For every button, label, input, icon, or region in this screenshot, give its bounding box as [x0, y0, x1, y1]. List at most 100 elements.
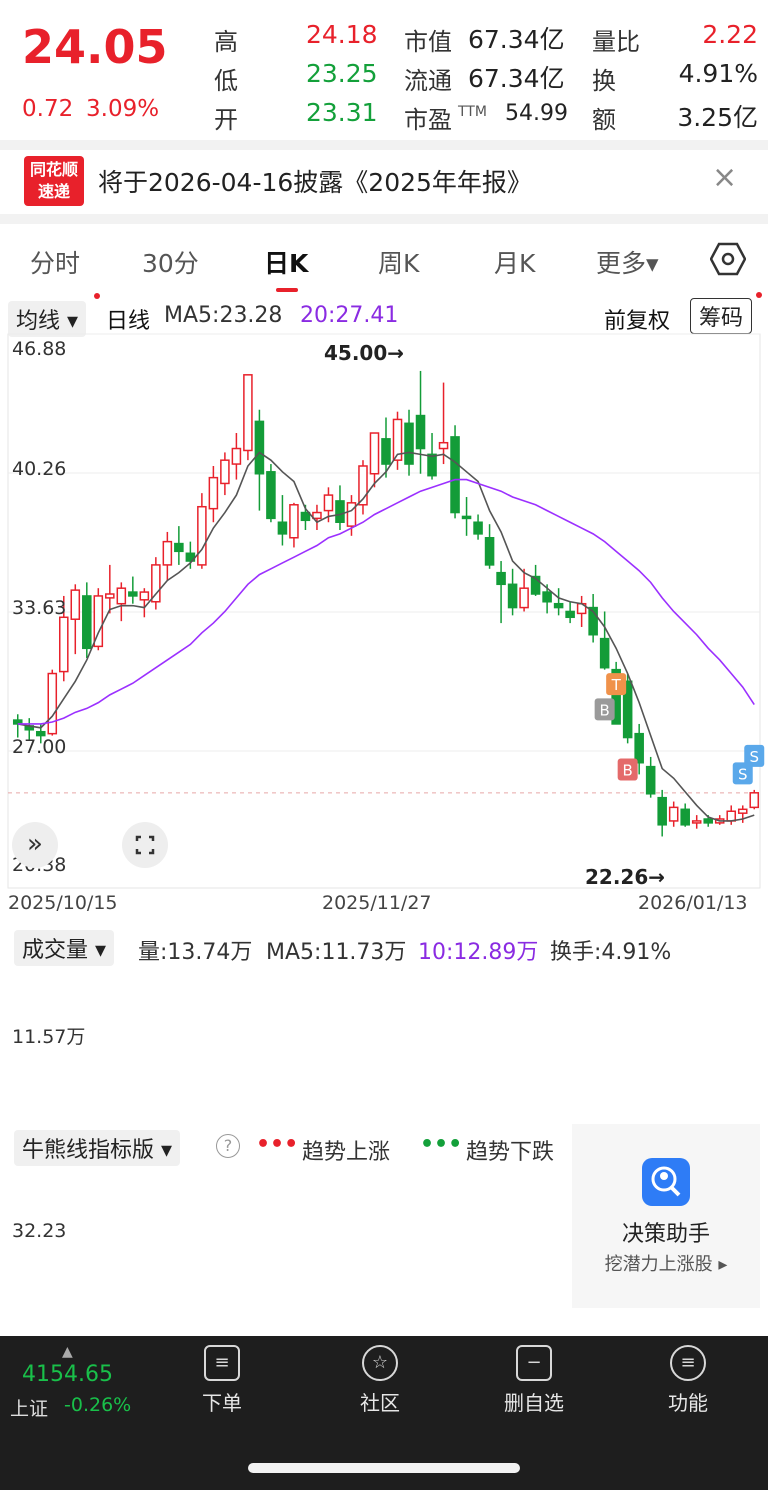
volume-selector[interactable]: 成交量 ▾	[14, 930, 115, 966]
candle-body	[450, 436, 460, 514]
ma5-line	[17, 451, 755, 822]
assistant-icon	[642, 1158, 690, 1206]
tab-monthly-k[interactable]: 月K	[494, 249, 536, 278]
y-label-3: 33.63	[12, 597, 67, 619]
volratio-label: 量比	[592, 28, 640, 56]
candle-body	[530, 575, 541, 595]
x-label-end: 2026/01/13	[638, 892, 748, 914]
candle-body	[277, 521, 288, 535]
current-price: 24.05	[22, 20, 168, 74]
y-label-4: 27.00	[12, 736, 67, 758]
ma5-value: MA5:23.28	[164, 303, 283, 328]
max-price-annotation: 45.00→	[324, 341, 405, 365]
candle-body	[254, 420, 265, 475]
tab-daily-k[interactable]: 日K	[264, 249, 309, 278]
candle-body	[266, 471, 276, 520]
chips-button[interactable]: 筹码	[690, 298, 753, 334]
signal-marker	[744, 744, 765, 767]
candle-body	[611, 668, 621, 725]
pe-ttm-sup: TTM	[458, 104, 487, 120]
candle-body	[404, 422, 414, 465]
close-icon[interactable]: ×	[712, 160, 738, 195]
candle-body	[197, 505, 207, 566]
candle-body	[542, 591, 552, 603]
candle-body	[162, 540, 173, 566]
candle-body	[427, 453, 437, 477]
high-label: 高	[214, 28, 238, 56]
turnover-value: 4.91%	[678, 59, 758, 88]
price-change: 0.72	[22, 96, 74, 122]
candle-body	[323, 494, 334, 512]
index-change: -0.26%	[64, 1394, 132, 1416]
candle-body	[47, 672, 58, 735]
volume-y-label: 11.57万	[12, 1026, 86, 1048]
volume-value: 量:13.74万	[138, 940, 253, 965]
assistant-subtitle: 挖潜力上涨股 ▸	[604, 1254, 728, 1275]
expand-icon[interactable]: »	[12, 822, 58, 868]
candle-body	[691, 820, 702, 824]
nav-remove-watchlist[interactable]: − 删自选	[484, 1345, 584, 1416]
down-legend-dots: •••	[420, 1132, 463, 1157]
help-icon[interactable]: ?	[216, 1134, 240, 1158]
candle-body	[680, 808, 690, 826]
candle-body	[312, 511, 322, 520]
candle-body	[461, 515, 472, 520]
candle-body	[496, 571, 506, 586]
y-label-2: 40.26	[12, 458, 67, 480]
candle-body	[243, 374, 253, 452]
open-label: 开	[214, 106, 238, 134]
tab-30min[interactable]: 30分	[142, 249, 199, 278]
candle-body	[231, 447, 242, 465]
fullscreen-icon[interactable]	[122, 822, 168, 868]
candle-body	[208, 476, 219, 510]
volume-ma10: 10:12.89万	[418, 940, 539, 965]
tab-weekly-k[interactable]: 周K	[378, 249, 420, 278]
candle-body	[105, 593, 115, 599]
candle-body	[289, 504, 299, 539]
candle-body	[599, 637, 610, 669]
assistant-title: 决策助手	[621, 1222, 710, 1247]
candle-body	[116, 587, 127, 605]
candle-body	[128, 591, 138, 597]
candle-body	[358, 465, 368, 506]
high-value: 24.18	[306, 20, 378, 49]
candle-body	[392, 418, 403, 461]
ma-selector[interactable]: 均线 ▾	[8, 301, 87, 337]
signal-marker	[732, 762, 753, 785]
volume-turnover: 换手:4.91%	[550, 940, 672, 965]
candle-body	[553, 602, 564, 609]
candle-body	[645, 765, 656, 795]
candle-body	[82, 595, 92, 650]
price-change-pct: 3.09%	[86, 96, 160, 122]
order-icon: ≡	[204, 1345, 240, 1381]
volume-ma5: MA5:11.73万	[266, 940, 407, 965]
signal-marker	[594, 698, 615, 721]
bull-bear-selector[interactable]: 牛熊线指标版 ▾	[14, 1130, 181, 1166]
decision-assistant-card[interactable]	[572, 1124, 760, 1308]
candle-body	[415, 414, 426, 450]
nav-functions[interactable]: ≡ 功能	[638, 1345, 738, 1416]
period-label: 日线	[106, 309, 151, 334]
signal-marker	[606, 673, 627, 696]
signal-label: B	[623, 762, 633, 780]
candle-body	[335, 500, 345, 523]
candle-body	[220, 459, 230, 485]
candle-body	[726, 810, 737, 822]
candle-body	[151, 564, 161, 603]
hexagon-settings-icon[interactable]	[709, 242, 747, 280]
tab-intraday[interactable]: 分时	[30, 249, 81, 278]
nav-order[interactable]: ≡ 下单	[172, 1345, 272, 1416]
candle-body	[668, 806, 679, 822]
mktcap-label: 市值	[404, 28, 452, 56]
tab-more[interactable]: 更多▾	[596, 249, 659, 278]
community-icon: ☆	[362, 1345, 398, 1381]
menu-icon: ≡	[670, 1345, 706, 1381]
adjust-mode[interactable]: 前复权	[604, 309, 671, 334]
bull-y-label: 32.23	[12, 1220, 67, 1242]
nav-community[interactable]: ☆ 社区	[330, 1345, 430, 1416]
ma20-value: 20:27.41	[300, 303, 399, 328]
notice-text[interactable]: 将于2026-04-16披露《2025年年报》	[98, 168, 532, 197]
index-value[interactable]: 4154.65	[22, 1362, 113, 1387]
down-legend: 趋势下跌	[466, 1140, 555, 1165]
